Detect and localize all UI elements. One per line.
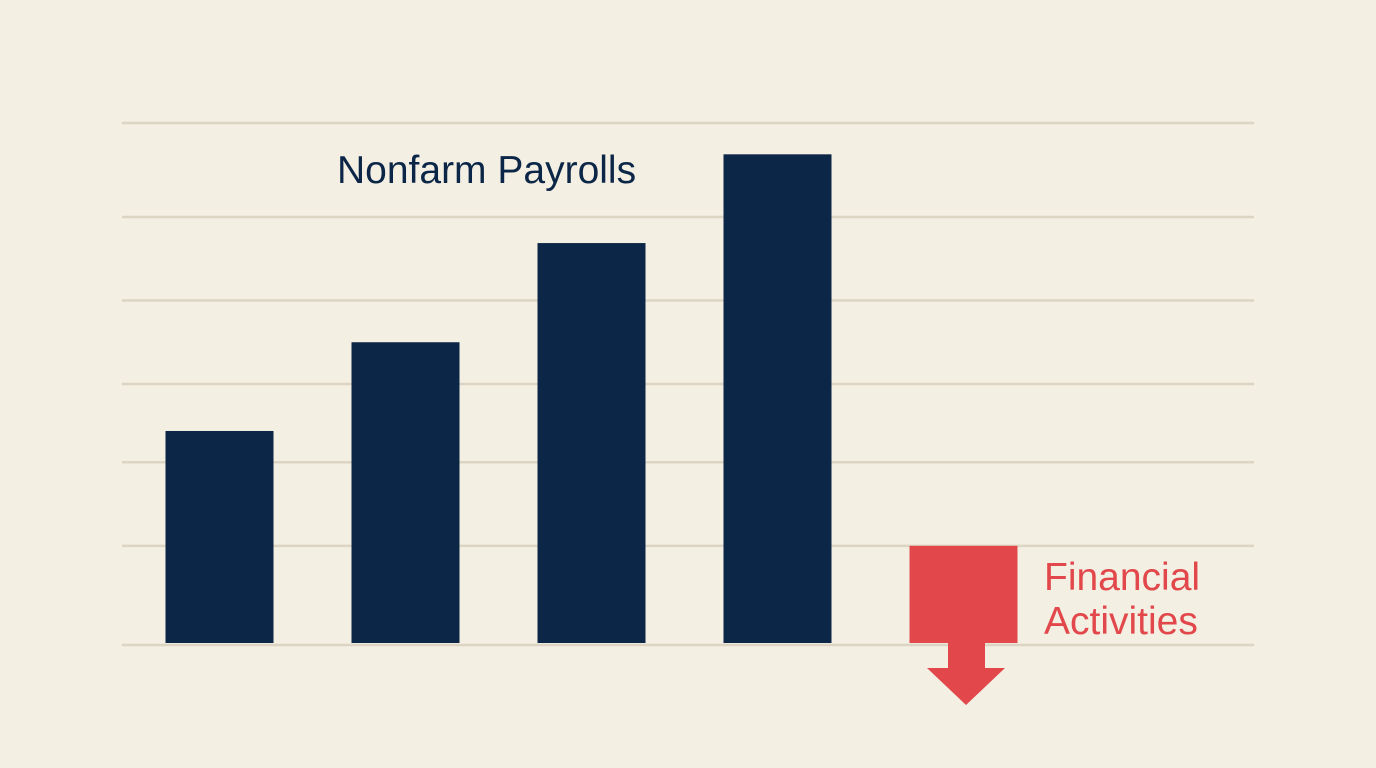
bars	[165, 154, 1018, 643]
bar	[165, 430, 274, 643]
bar	[537, 243, 646, 643]
grid	[122, 121, 1254, 647]
legend-label: Nonfarm Payrolls	[337, 149, 637, 192]
bar	[909, 545, 1018, 643]
legend-label: Financial Activities	[1044, 556, 1201, 643]
down-arrow	[927, 640, 1005, 705]
bar	[351, 342, 460, 643]
bar	[723, 154, 832, 643]
